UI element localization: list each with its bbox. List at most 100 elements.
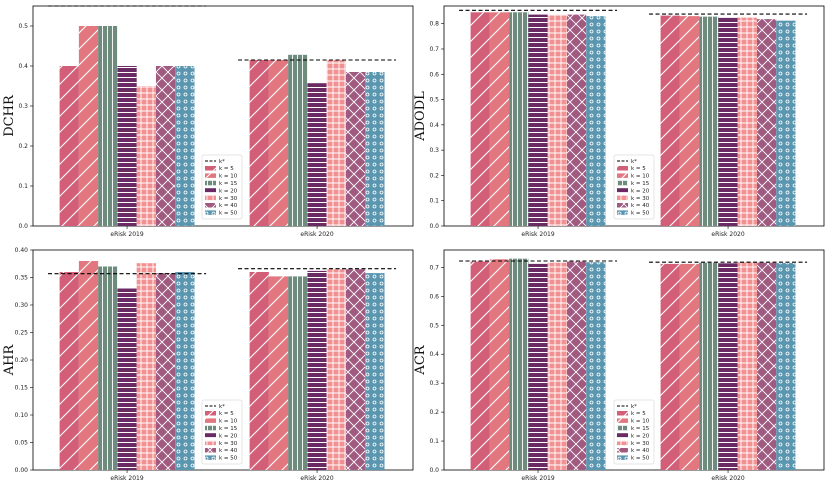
legend-swatch-hatch — [205, 455, 216, 460]
y-tick-label: 0.00 — [15, 467, 29, 474]
bar-hatch — [489, 12, 510, 227]
legend-swatch-hatch — [617, 455, 628, 460]
bar-hatch — [528, 14, 548, 226]
bar-hatch — [249, 272, 269, 470]
y-tick-label: 0.0 — [429, 223, 439, 230]
legend-swatch-hatch — [205, 195, 216, 201]
y-tick-label: 0.4 — [429, 122, 439, 129]
legend-label: k = 15 — [219, 181, 238, 187]
bar-hatch — [679, 16, 700, 226]
bar-hatch — [718, 263, 738, 470]
bar-hatch — [470, 261, 490, 470]
y-tick-label: 0.40 — [15, 247, 29, 254]
legend-label: k = 15 — [631, 181, 650, 187]
x-tick-label: eRisk 2019 — [521, 231, 554, 238]
y-tick-label: 0.3 — [18, 103, 28, 110]
legend-swatch-hatch — [205, 448, 216, 453]
legend-swatch-hatch — [617, 203, 628, 208]
y-tick-label: 0.0 — [429, 467, 439, 474]
legend-swatch-hatch — [205, 425, 216, 431]
legend-label: k = 20 — [631, 433, 650, 439]
x-tick-label: eRisk 2019 — [110, 475, 143, 482]
bar-hatch — [566, 261, 587, 470]
bar-hatch — [175, 66, 195, 226]
bar-hatch — [117, 66, 137, 226]
y-tick-label: 0.4 — [18, 63, 28, 70]
y-tick-label: 0.7 — [429, 46, 439, 53]
y-tick-label: 0.3 — [429, 380, 439, 387]
legend-swatch-hatch — [617, 173, 628, 178]
legend-swatch-hatch — [617, 180, 628, 186]
legend-label: k = 30 — [219, 196, 238, 202]
bar-hatch — [756, 19, 777, 226]
bar-hatch — [98, 26, 118, 226]
bar-hatch — [78, 26, 99, 226]
y-axis-label: DCHR — [2, 94, 17, 137]
y-tick-label: 0.7 — [429, 264, 439, 271]
legend-label: k = 5 — [631, 411, 646, 417]
legend-label: k = 50 — [631, 456, 650, 462]
legend-label: k = 5 — [219, 166, 234, 172]
y-tick-label: 0.4 — [429, 351, 439, 358]
chart-acr: 0.0 0.1 0.2 0.3 0.4 0.5 0.6 0.7 ACR eRisk 2019 eRi… — [413, 249, 825, 482]
legend-swatch-hatch — [617, 210, 628, 215]
chart-dchr: 0.0 0.1 0.2 0.3 0.4 0.5 DCHR eRisk 2019 eRisk 20… — [2, 5, 414, 238]
bar-hatch — [307, 270, 327, 470]
legend-swatch-hatch — [205, 166, 216, 171]
bar-hatch — [365, 72, 385, 226]
legend-kstar-label: k* — [219, 159, 225, 165]
legend-swatch-hatch — [617, 418, 628, 423]
x-tick-label: eRisk 2020 — [300, 231, 333, 238]
bar-hatch — [365, 273, 385, 470]
legend-label: k = 30 — [631, 196, 650, 202]
bar-hatch — [155, 273, 176, 470]
y-tick-label: 0.2 — [18, 143, 28, 150]
legend: k*k = 5 k = 10k = 15k = 20 k = 30k = 40 k =… — [201, 399, 243, 465]
bar-hatch — [345, 269, 366, 470]
legend-label: k = 40 — [631, 448, 650, 454]
bar-hatch — [59, 272, 79, 470]
legend-label: k = 30 — [631, 441, 650, 447]
bar-hatch — [136, 86, 156, 226]
legend-label: k = 50 — [219, 211, 238, 217]
legend-label: k = 10 — [219, 174, 238, 180]
y-tick-label: 0.2 — [429, 409, 439, 416]
legend: k*k = 5 k = 10k = 15k = 20 k = 30k = 40 k =… — [613, 399, 655, 465]
y-tick-label: 0.2 — [429, 172, 439, 179]
bar-hatch — [528, 263, 548, 470]
bar-hatch — [59, 66, 79, 226]
bar-hatch — [98, 266, 118, 470]
y-tick-label: 0.0 — [18, 223, 28, 230]
bar-hatch — [307, 83, 327, 226]
y-tick-label: 0.25 — [15, 330, 29, 337]
legend-swatch-hatch — [205, 418, 216, 423]
bar-hatch — [249, 60, 269, 226]
bar-hatch — [679, 263, 700, 470]
legend-label: k = 5 — [631, 166, 646, 172]
x-tick-label: eRisk 2020 — [300, 475, 333, 482]
bar-hatch — [489, 259, 510, 470]
bar-hatch — [699, 262, 719, 470]
legend-label: k = 40 — [219, 203, 238, 209]
bar-hatch — [509, 258, 529, 470]
y-tick-label: 0.6 — [429, 71, 439, 78]
y-axis-label: ADODL — [413, 91, 428, 142]
bar-hatch — [699, 16, 719, 226]
legend-label: k = 10 — [631, 419, 650, 425]
legend: k*k = 5 k = 10k = 15k = 20 k = 30k = 40 k =… — [201, 154, 243, 220]
bar-hatch — [268, 60, 289, 226]
bar-hatch — [586, 16, 606, 226]
bar-hatch — [268, 276, 289, 470]
legend-swatch-hatch — [205, 440, 216, 446]
bar-hatch — [547, 262, 567, 470]
y-tick-label: 0.3 — [429, 147, 439, 154]
bar-hatch — [566, 14, 587, 226]
y-tick-label: 0.15 — [15, 385, 29, 392]
y-tick-label: 0.10 — [15, 412, 29, 419]
y-tick-label: 0.05 — [15, 440, 29, 447]
legend-label: k = 5 — [219, 411, 234, 417]
bar-hatch — [326, 60, 346, 226]
legend-swatch-hatch — [617, 448, 628, 453]
y-tick-label: 0.35 — [15, 275, 29, 282]
y-tick-label: 0.5 — [429, 97, 439, 104]
